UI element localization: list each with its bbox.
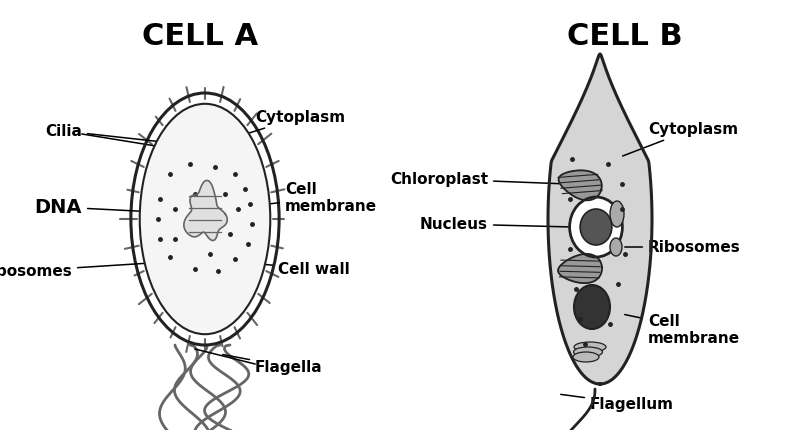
Ellipse shape [570,197,622,258]
Text: CELL A: CELL A [142,22,258,51]
Ellipse shape [573,352,599,362]
Polygon shape [184,181,227,241]
Text: Nucleus: Nucleus [420,217,570,232]
Text: Cell
membrane: Cell membrane [270,181,377,214]
Ellipse shape [140,104,270,335]
Polygon shape [548,55,652,384]
Text: Ribosomes: Ribosomes [625,240,741,255]
Polygon shape [558,171,602,201]
Text: Cytoplasm: Cytoplasm [622,122,738,157]
Text: DNA: DNA [34,198,192,217]
Ellipse shape [574,342,606,352]
Text: Flagellum: Flagellum [561,394,674,412]
Ellipse shape [574,347,602,357]
Text: Ribosomes: Ribosomes [0,263,163,279]
Ellipse shape [574,286,610,329]
Text: Flagella: Flagella [222,355,322,375]
Ellipse shape [610,202,624,227]
Text: Cell wall: Cell wall [262,262,350,277]
Polygon shape [558,254,602,283]
Text: Cell
membrane: Cell membrane [625,313,740,345]
Text: Chloroplast: Chloroplast [390,172,566,187]
Text: CELL B: CELL B [567,22,683,51]
Ellipse shape [610,239,622,256]
Ellipse shape [580,209,612,246]
Text: Cytoplasm: Cytoplasm [233,110,345,139]
Text: Cilia: Cilia [45,124,160,142]
